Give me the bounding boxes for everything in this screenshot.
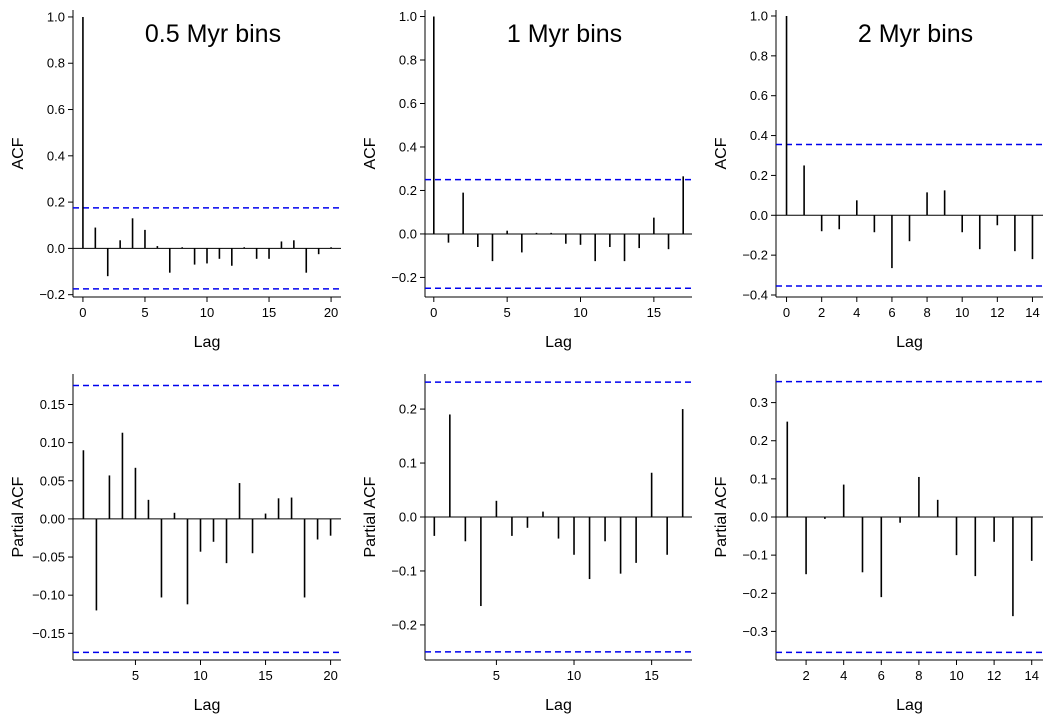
x-tick-label: 0	[783, 305, 790, 320]
x-tick-label: 20	[324, 305, 338, 320]
x-tick-label: 12	[987, 668, 1001, 683]
x-tick-label: 10	[193, 668, 207, 683]
y-tick-label: 1.0	[399, 9, 417, 24]
x-tick-label: 10	[949, 668, 963, 683]
acf-panel-1: −0.2 0.0 0.2 0.4 0.6 0.8 1.0 0 5 10 15 20 Lag ACF 0.5 …	[10, 9, 341, 351]
panel-title: 0.5 Myr bins	[145, 20, 281, 48]
x-tick-label: 12	[990, 305, 1004, 320]
acf-panel-4: −0.15 −0.10 −0.05 0.00 0.05 0.10 0.15 5 10 15 20 La…	[10, 374, 341, 714]
y-axis-title: Partial ACF	[362, 476, 379, 557]
x-tick-label: 15	[258, 668, 272, 683]
y-tick-label: 0.05	[40, 473, 65, 488]
x-tick-label: 10	[567, 668, 581, 683]
x-tick-label: 14	[1025, 305, 1039, 320]
y-axis-title: ACF	[10, 137, 27, 169]
x-tick-label: 6	[888, 305, 895, 320]
y-tick-label: 0.10	[40, 435, 65, 450]
y-tick-label: 0.1	[750, 471, 768, 486]
y-tick-label: 1.0	[47, 9, 65, 24]
x-tick-label: 15	[647, 305, 661, 320]
x-tick-label: 15	[644, 668, 658, 683]
acf-panel-3: −0.4 −0.2 0.0 0.2 0.4 0.6 0.8 1.0 0 2 4 6 8 10 12 14 Lag…	[713, 8, 1043, 351]
x-tick-label: 2	[818, 305, 825, 320]
y-tick-label: 0.6	[399, 96, 417, 111]
x-tick-label: 15	[262, 305, 276, 320]
y-axis-title: ACF	[713, 137, 730, 169]
y-tick-label: −0.2	[391, 270, 417, 285]
x-tick-label: 10	[955, 305, 969, 320]
x-tick-label: 8	[923, 305, 930, 320]
x-axis-title: Lag	[194, 697, 221, 714]
y-tick-label: −0.1	[391, 563, 417, 578]
y-tick-label: −0.15	[32, 626, 65, 641]
y-tick-label: −0.2	[742, 586, 768, 601]
y-tick-label: −0.1	[742, 548, 768, 563]
y-tick-label: 0.6	[750, 88, 768, 103]
x-axis-title: Lag	[545, 334, 572, 351]
y-tick-label: −0.05	[32, 550, 65, 565]
x-tick-label: 5	[493, 668, 500, 683]
x-axis-title: Lag	[545, 697, 572, 714]
acf-panel-5: −0.2 −0.1 0.0 0.1 0.2 5 10 15 Lag Partial ACF	[362, 374, 692, 714]
x-tick-label: 20	[323, 668, 337, 683]
x-tick-label: 14	[1024, 668, 1038, 683]
x-tick-label: 0	[79, 305, 86, 320]
acf-panel-6: −0.3 −0.2 −0.1 0.0 0.1 0.2 0.3 2 4 6 8 10 12 14 Lag Par…	[713, 374, 1043, 714]
y-tick-label: 0.15	[40, 397, 65, 412]
y-tick-label: 0.8	[399, 53, 417, 68]
y-tick-label: 0.4	[399, 139, 417, 154]
y-tick-label: −0.3	[742, 624, 768, 639]
y-tick-label: 0.2	[47, 195, 65, 210]
y-tick-label: 0.0	[399, 226, 417, 241]
y-tick-label: 0.0	[750, 208, 768, 223]
panel-title: 1 Myr bins	[507, 20, 622, 48]
y-tick-label: 0.3	[750, 395, 768, 410]
x-tick-label: 2	[802, 668, 809, 683]
y-tick-label: 0.6	[47, 102, 65, 117]
y-tick-label: 0.8	[47, 56, 65, 71]
y-tick-label: 0.2	[399, 183, 417, 198]
x-tick-label: 10	[573, 305, 587, 320]
y-tick-label: −0.10	[32, 588, 65, 603]
y-tick-label: 0.4	[750, 128, 768, 143]
x-tick-label: 5	[141, 305, 148, 320]
y-tick-label: 0.0	[399, 510, 417, 525]
y-tick-label: −0.4	[742, 288, 768, 303]
y-tick-label: 0.00	[40, 511, 65, 526]
x-tick-label: 4	[840, 668, 847, 683]
y-tick-label: −0.2	[39, 287, 65, 302]
x-tick-label: 8	[915, 668, 922, 683]
y-tick-label: 0.0	[750, 510, 768, 525]
x-axis-title: Lag	[896, 697, 923, 714]
y-tick-label: 0.4	[47, 148, 65, 163]
x-axis-title: Lag	[896, 334, 923, 351]
panel-title: 2 Myr bins	[858, 20, 973, 48]
x-tick-label: 5	[504, 305, 511, 320]
y-tick-label: 0.0	[47, 241, 65, 256]
y-tick-label: 1.0	[750, 8, 768, 23]
y-tick-label: 0.8	[750, 48, 768, 63]
x-axis-title: Lag	[194, 334, 221, 351]
x-tick-label: 4	[853, 305, 860, 320]
y-tick-label: −0.2	[742, 248, 768, 263]
y-tick-label: 0.2	[750, 168, 768, 183]
x-tick-label: 5	[132, 668, 139, 683]
acf-panel-2: −0.2 0.0 0.2 0.4 0.6 0.8 1.0 0 5 10 15 Lag ACF 1 Myr …	[362, 9, 692, 351]
y-tick-label: −0.2	[391, 617, 417, 632]
x-tick-label: 10	[200, 305, 214, 320]
y-axis-title: ACF	[362, 137, 379, 169]
y-axis-title: Partial ACF	[713, 476, 730, 557]
y-tick-label: 0.2	[750, 433, 768, 448]
y-tick-label: 0.2	[399, 402, 417, 417]
x-tick-label: 0	[430, 305, 437, 320]
y-tick-label: 0.1	[399, 456, 417, 471]
x-tick-label: 6	[878, 668, 885, 683]
y-axis-title: Partial ACF	[10, 476, 27, 557]
